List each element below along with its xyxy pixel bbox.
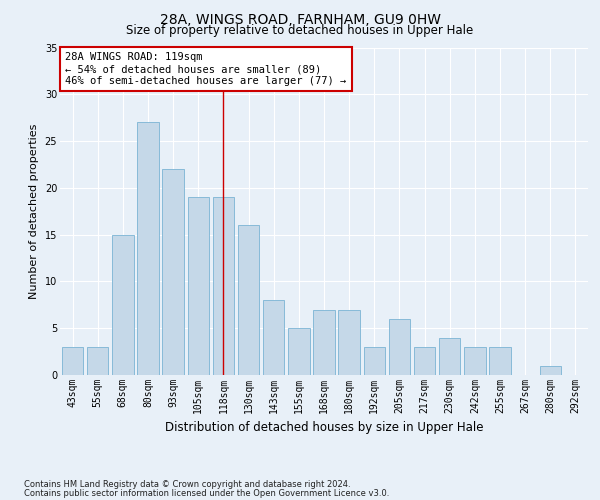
Bar bbox=[163, 169, 184, 375]
Bar bbox=[439, 338, 460, 375]
Bar bbox=[213, 197, 234, 375]
Text: Contains HM Land Registry data © Crown copyright and database right 2024.: Contains HM Land Registry data © Crown c… bbox=[24, 480, 350, 489]
Bar bbox=[539, 366, 561, 375]
Text: Contains public sector information licensed under the Open Government Licence v3: Contains public sector information licen… bbox=[24, 488, 389, 498]
Bar bbox=[137, 122, 158, 375]
Bar bbox=[414, 347, 435, 375]
Bar bbox=[112, 234, 134, 375]
Text: 28A WINGS ROAD: 119sqm
← 54% of detached houses are smaller (89)
46% of semi-det: 28A WINGS ROAD: 119sqm ← 54% of detached… bbox=[65, 52, 347, 86]
Text: Size of property relative to detached houses in Upper Hale: Size of property relative to detached ho… bbox=[127, 24, 473, 37]
Bar bbox=[490, 347, 511, 375]
Bar bbox=[464, 347, 485, 375]
Bar bbox=[338, 310, 360, 375]
Bar bbox=[288, 328, 310, 375]
Text: 28A, WINGS ROAD, FARNHAM, GU9 0HW: 28A, WINGS ROAD, FARNHAM, GU9 0HW bbox=[160, 12, 440, 26]
Bar bbox=[389, 319, 410, 375]
Bar bbox=[238, 226, 259, 375]
Y-axis label: Number of detached properties: Number of detached properties bbox=[29, 124, 39, 299]
Bar bbox=[188, 197, 209, 375]
Bar bbox=[87, 347, 109, 375]
X-axis label: Distribution of detached houses by size in Upper Hale: Distribution of detached houses by size … bbox=[165, 422, 483, 434]
Bar bbox=[313, 310, 335, 375]
Bar bbox=[364, 347, 385, 375]
Bar bbox=[62, 347, 83, 375]
Bar bbox=[263, 300, 284, 375]
